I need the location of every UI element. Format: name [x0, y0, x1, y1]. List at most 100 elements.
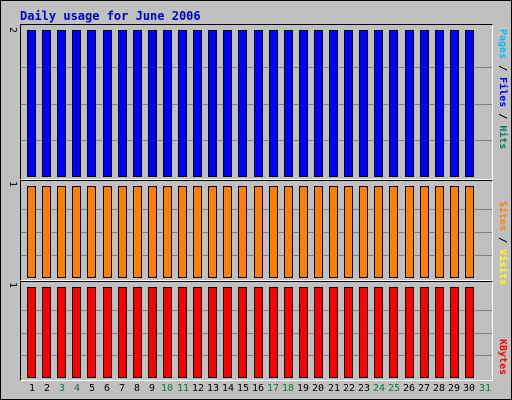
hits-ymax-label: 2 — [7, 27, 18, 34]
x-tick-20: 20 — [311, 383, 325, 394]
hits-bar-day-27 — [420, 30, 429, 177]
x-tick-13: 13 — [206, 383, 220, 394]
kbytes-bar-day-22 — [344, 287, 353, 378]
kbytes-side-label: KBytes — [497, 339, 508, 375]
hits-bar-day-11 — [178, 30, 187, 177]
visits-bar-day-10 — [163, 186, 172, 278]
visits-bar-day-1 — [27, 186, 36, 278]
x-tick-27: 27 — [417, 383, 431, 394]
visits-bar-day-4 — [72, 186, 81, 278]
hits-side-label: Pages / Files / Hits — [497, 29, 508, 149]
chart-title: Daily usage for June 2006 — [20, 9, 201, 23]
x-tick-8: 8 — [133, 383, 141, 394]
visits-ymax-label: 1 — [7, 181, 18, 188]
x-tick-17: 17 — [266, 383, 280, 394]
kbytes-bar-day-10 — [163, 287, 172, 378]
kbytes-bar-day-25 — [389, 287, 398, 378]
visits-bar-day-27 — [420, 186, 429, 278]
hits-bar-day-18 — [284, 30, 293, 177]
hits-bar-day-9 — [148, 30, 157, 177]
kbytes-bar-day-9 — [148, 287, 157, 378]
x-tick-2: 2 — [43, 383, 51, 394]
hits-bar-day-21 — [329, 30, 338, 177]
kbytes-bar-day-17 — [269, 287, 278, 378]
kbytes-bar-day-7 — [118, 287, 127, 378]
hits-bar-day-4 — [72, 30, 81, 177]
kbytes-bar-day-21 — [329, 287, 338, 378]
hits-bar-day-7 — [118, 30, 127, 177]
hits-side-label-part: Files — [497, 77, 508, 108]
hits-side-label-part: Hits — [497, 125, 508, 150]
kbytes-bar-day-23 — [359, 287, 368, 378]
visits-bar-day-13 — [208, 186, 217, 278]
hits-bar-day-30 — [465, 30, 474, 177]
visits-bar-day-20 — [314, 186, 323, 278]
x-tick-4: 4 — [73, 383, 81, 394]
kbytes-bar-day-24 — [374, 287, 383, 378]
kbytes-bar-day-5 — [87, 287, 96, 378]
hits-side-label-part: Pages — [497, 29, 508, 60]
hits-bar-day-20 — [314, 30, 323, 177]
hits-bar-day-5 — [87, 30, 96, 177]
kbytes-ymax-label: 1 — [7, 282, 18, 289]
hits-bar-day-3 — [57, 30, 66, 177]
visits-bar-day-15 — [238, 186, 247, 278]
kbytes-bar-day-8 — [133, 287, 142, 378]
x-tick-6: 6 — [103, 383, 111, 394]
hits-panel — [20, 24, 493, 180]
hits-bar-day-13 — [208, 30, 217, 177]
x-tick-14: 14 — [221, 383, 235, 394]
hits-bar-day-2 — [42, 30, 51, 177]
x-tick-1: 1 — [28, 383, 36, 394]
visits-bar-day-21 — [329, 186, 338, 278]
visits-bar-day-19 — [299, 186, 308, 278]
visits-bar-day-9 — [148, 186, 157, 278]
hits-bar-day-8 — [133, 30, 142, 177]
kbytes-bar-day-4 — [72, 287, 81, 378]
visits-bar-day-18 — [284, 186, 293, 278]
kbytes-bar-day-1 — [27, 287, 36, 378]
visits-side-label-part: Visits — [497, 249, 508, 286]
kbytes-bar-day-28 — [435, 287, 444, 378]
x-tick-18: 18 — [281, 383, 295, 394]
visits-bar-day-11 — [178, 186, 187, 278]
hits-side-label-part: / — [497, 59, 508, 78]
hits-bar-day-14 — [223, 30, 232, 177]
x-tick-25: 25 — [387, 383, 401, 394]
visits-bar-day-16 — [254, 186, 263, 278]
x-tick-7: 7 — [118, 383, 126, 394]
x-tick-19: 19 — [296, 383, 310, 394]
hits-bar-day-15 — [238, 30, 247, 177]
x-tick-28: 28 — [432, 383, 446, 394]
visits-bar-day-12 — [193, 186, 202, 278]
hits-bar-day-17 — [269, 30, 278, 177]
visits-side-label-part: / — [497, 231, 508, 250]
kbytes-bar-day-14 — [223, 287, 232, 378]
hits-side-label-part: / — [497, 107, 508, 126]
kbytes-bar-day-11 — [178, 287, 187, 378]
visits-bar-day-30 — [465, 186, 474, 278]
kbytes-side-label-part: KBytes — [497, 339, 508, 376]
visits-bar-day-29 — [450, 186, 459, 278]
x-tick-30: 30 — [462, 383, 476, 394]
kbytes-bar-day-18 — [284, 287, 293, 378]
hits-bar-day-28 — [435, 30, 444, 177]
x-tick-10: 10 — [160, 383, 174, 394]
x-tick-26: 26 — [402, 383, 416, 394]
kbytes-panel — [20, 281, 493, 381]
x-tick-31: 31 — [478, 383, 492, 394]
hits-bar-day-10 — [163, 30, 172, 177]
hits-bar-day-6 — [103, 30, 112, 177]
kbytes-bar-day-3 — [57, 287, 66, 378]
x-tick-24: 24 — [372, 383, 386, 394]
hits-bar-day-12 — [193, 30, 202, 177]
hits-bar-day-16 — [254, 30, 263, 177]
visits-bar-day-5 — [87, 186, 96, 278]
visits-bar-day-24 — [374, 186, 383, 278]
x-tick-29: 29 — [447, 383, 461, 394]
visits-bar-day-17 — [269, 186, 278, 278]
kbytes-bar-day-16 — [254, 287, 263, 378]
x-tick-11: 11 — [176, 383, 190, 394]
kbytes-bar-day-29 — [450, 287, 459, 378]
